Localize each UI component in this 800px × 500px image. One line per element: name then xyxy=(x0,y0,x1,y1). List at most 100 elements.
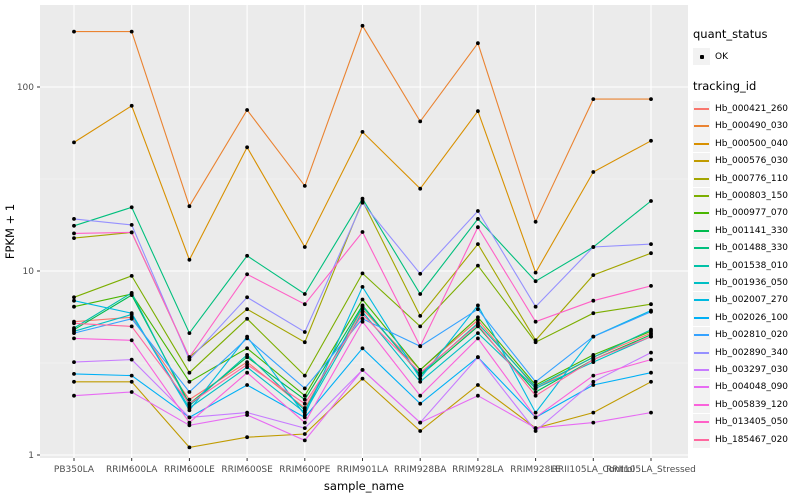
legend-key-line-icon xyxy=(694,438,709,441)
data-point xyxy=(302,438,307,443)
legend-item-Hb_000576_030: Hb_000576_030 xyxy=(693,152,799,170)
legend-key-line-icon xyxy=(694,212,709,215)
legend-key-box xyxy=(693,309,710,327)
legend-item-Hb_013405_050: Hb_013405_050 xyxy=(693,413,799,431)
data-point xyxy=(476,318,480,323)
data-point xyxy=(649,410,653,415)
legend-item-Hb_002007_270: Hb_002007_270 xyxy=(693,291,799,309)
data-point xyxy=(245,272,250,277)
data-point xyxy=(187,408,192,413)
data-point xyxy=(533,279,538,284)
legend-key-line-icon xyxy=(694,351,709,354)
legend-key-line-icon xyxy=(694,229,709,232)
legend-key-box xyxy=(693,274,710,292)
data-point xyxy=(72,140,76,145)
data-point xyxy=(187,401,192,406)
x-tick-label: RRIM901LA xyxy=(337,465,389,475)
data-point xyxy=(476,217,480,221)
legend-key-box xyxy=(693,204,710,222)
legend-item-label: Hb_002810_020 xyxy=(715,330,789,341)
data-point xyxy=(302,426,307,430)
data-point xyxy=(591,311,596,316)
data-point xyxy=(302,401,307,406)
data-point xyxy=(418,292,423,296)
data-point xyxy=(533,390,538,394)
data-point xyxy=(129,390,134,394)
data-point xyxy=(360,312,365,317)
legend-key-box xyxy=(693,378,710,396)
data-point xyxy=(533,393,538,398)
data-point xyxy=(72,29,76,34)
legend-key-box xyxy=(693,152,710,170)
data-point xyxy=(418,429,423,433)
data-point xyxy=(649,357,653,362)
data-point xyxy=(649,370,653,375)
legend-item-label: Hb_002026_100 xyxy=(715,312,789,323)
data-point xyxy=(302,330,307,334)
data-point xyxy=(476,109,480,113)
data-point xyxy=(129,230,134,235)
legend-item-Hb_000490_030: Hb_000490_030 xyxy=(693,117,799,135)
legend-key-line-icon xyxy=(694,264,709,267)
data-point xyxy=(187,379,192,384)
legend-item-Hb_000500_040: Hb_000500_040 xyxy=(693,135,799,153)
legend-key-box xyxy=(693,100,710,118)
data-point xyxy=(418,420,423,425)
legend-quant-status: quant_status OK xyxy=(693,27,799,66)
data-point xyxy=(245,435,250,440)
x-tick-label: RRIM600LE xyxy=(164,465,215,475)
data-point xyxy=(302,245,307,249)
data-point xyxy=(360,297,365,302)
legend-item-label: Hb_003297_030 xyxy=(715,364,789,375)
legend-item-label: Hb_005839_120 xyxy=(715,399,789,410)
x-tick-label: RRII105LA_Stressed xyxy=(606,465,696,475)
x-tick-label: RRIM928BA xyxy=(394,465,447,475)
legend: quant_status OK tracking_id Hb_000421_26… xyxy=(693,27,799,462)
data-point xyxy=(360,316,365,321)
data-point xyxy=(591,245,596,249)
data-point xyxy=(649,97,653,101)
data-point xyxy=(533,429,538,433)
data-point xyxy=(245,316,250,321)
data-point xyxy=(245,336,250,341)
data-point xyxy=(591,373,596,378)
data-point xyxy=(187,423,192,428)
data-point xyxy=(302,415,307,420)
legend-item-Hb_001488_330: Hb_001488_330 xyxy=(693,239,799,257)
data-point xyxy=(187,355,192,360)
data-point xyxy=(533,219,538,224)
data-point xyxy=(129,324,134,329)
legend-key-box xyxy=(693,117,710,135)
data-point xyxy=(533,270,538,275)
x-tick-label: RRIM600SE xyxy=(221,465,273,475)
data-point xyxy=(245,108,250,112)
data-point xyxy=(129,373,134,378)
legend-tracking-id: tracking_id Hb_000421_260 Hb_000490_030 Hb… xyxy=(693,79,799,448)
data-point xyxy=(245,383,250,387)
data-point xyxy=(360,376,365,381)
data-point xyxy=(649,251,653,256)
data-point xyxy=(476,336,480,341)
data-point xyxy=(418,314,423,318)
x-tick-label: RRIM928LA xyxy=(452,465,504,475)
data-point xyxy=(302,340,307,345)
data-point xyxy=(418,393,423,398)
data-point xyxy=(418,370,423,375)
data-point xyxy=(129,274,134,278)
data-point xyxy=(418,324,423,329)
data-point xyxy=(360,304,365,309)
legend-key-line-icon xyxy=(694,334,709,337)
y-axis-title: FPKM + 1 xyxy=(3,204,17,259)
data-point xyxy=(72,331,76,335)
data-point xyxy=(187,370,192,375)
data-point xyxy=(129,223,134,227)
data-point xyxy=(476,307,480,312)
legend-key-line-icon xyxy=(694,142,709,145)
data-point xyxy=(649,309,653,314)
data-point xyxy=(591,383,596,387)
legend-key-line-icon xyxy=(694,368,709,371)
data-point xyxy=(72,321,76,326)
data-point xyxy=(476,209,480,213)
legend-key-box xyxy=(693,257,710,275)
data-point xyxy=(360,230,365,234)
